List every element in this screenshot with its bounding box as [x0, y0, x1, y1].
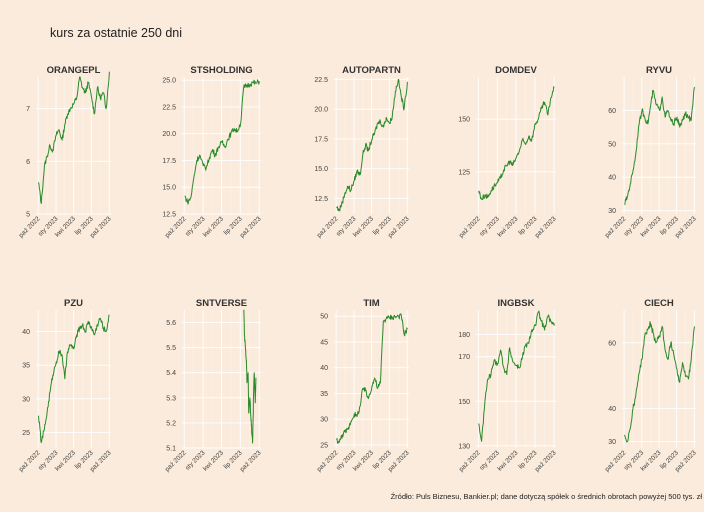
y-tick-label: 60: [608, 108, 616, 115]
panel-title: CIECH: [644, 298, 674, 309]
price-line: [336, 313, 408, 444]
y-tick-label: 5.1: [166, 446, 176, 453]
price-line: [478, 310, 555, 442]
y-tick-label: 5.4: [166, 370, 176, 377]
y-tick-label: 25.0: [162, 78, 176, 85]
panel-title: STSHOLDING: [190, 65, 252, 76]
panel-title: INGBSK: [498, 298, 535, 309]
y-tick-label: 30: [608, 439, 616, 446]
price-line: [624, 321, 695, 443]
y-tick-label: 40: [320, 365, 328, 372]
y-tick-label: 22.5: [162, 104, 176, 111]
price-line: [478, 86, 555, 201]
panel-title: AUTOPARTN: [342, 65, 401, 76]
y-tick-label: 45: [320, 339, 328, 346]
price-line: [38, 71, 110, 204]
y-tick-label: 50: [320, 314, 328, 321]
y-tick-label: 5: [26, 212, 30, 219]
y-tick-label: 30: [608, 208, 616, 215]
x-tick-label: paź 2023: [534, 215, 558, 239]
page-title: kurs za ostatnie 250 dni: [50, 26, 183, 40]
x-tick-label: paź 2022: [18, 215, 42, 239]
x-tick-label: paź 2022: [458, 215, 482, 239]
y-tick-label: 30: [320, 417, 328, 424]
x-tick-label: paź 2022: [164, 215, 188, 239]
y-tick-label: 7: [26, 106, 30, 113]
x-tick-label: paź 2022: [458, 449, 482, 473]
y-tick-label: 180: [458, 332, 470, 339]
y-tick-label: 170: [458, 354, 470, 361]
y-tick-label: 6: [26, 159, 30, 166]
y-tick-label: 15.0: [162, 185, 176, 192]
panel-title: DOMDEV: [495, 65, 537, 76]
panel-title: PZU: [64, 298, 83, 309]
x-tick-label: kwi 2023: [496, 215, 519, 238]
y-tick-label: 25: [22, 430, 30, 437]
panel-title: RYVU: [646, 65, 672, 76]
y-tick-label: 12.5: [162, 212, 176, 219]
y-tick-label: 60: [608, 340, 616, 347]
x-tick-label: paź 2022: [316, 215, 340, 239]
x-tick-label: paź 2022: [316, 449, 340, 473]
panel-title: ORANGEPL: [47, 65, 101, 76]
y-tick-label: 130: [458, 443, 470, 450]
y-tick-label: 40: [608, 175, 616, 182]
y-tick-label: 20.0: [162, 131, 176, 138]
x-tick-label: kwi 2023: [202, 215, 225, 238]
price-line: [336, 78, 408, 212]
y-tick-label: 17.5: [314, 136, 328, 143]
y-tick-label: 5.2: [166, 420, 176, 427]
y-tick-label: 20.0: [314, 107, 328, 114]
x-tick-label: paź 2022: [164, 449, 188, 473]
x-tick-label: paź 2023: [239, 449, 263, 473]
x-tick-label: paź 2023: [534, 449, 558, 473]
y-tick-label: 5.6: [166, 320, 176, 327]
y-tick-label: 5.5: [166, 345, 176, 352]
x-tick-label: kwi 2023: [202, 449, 225, 472]
y-tick-label: 150: [458, 117, 470, 124]
x-tick-label: paź 2022: [604, 215, 628, 239]
y-tick-label: 25: [320, 442, 328, 449]
price-line: [184, 79, 260, 205]
y-tick-label: 12.5: [314, 196, 328, 203]
y-tick-label: 40: [22, 329, 30, 336]
y-tick-label: 150: [458, 399, 470, 406]
y-tick-label: 50: [608, 141, 616, 148]
y-tick-label: 17.5: [162, 158, 176, 165]
price-line: [243, 309, 257, 444]
x-tick-label: paź 2022: [604, 449, 628, 473]
y-tick-label: 35: [22, 363, 30, 370]
y-tick-label: 15.0: [314, 166, 328, 173]
x-tick-label: paź 2023: [239, 215, 263, 239]
y-tick-label: 125: [458, 169, 470, 176]
y-tick-label: 40: [608, 406, 616, 413]
y-tick-label: 22.5: [314, 77, 328, 84]
panel-title: SNTVERSE: [196, 298, 247, 309]
x-tick-label: paź 2022: [18, 449, 42, 473]
panel-title: TIM: [363, 298, 379, 309]
price-line: [38, 314, 110, 444]
y-tick-label: 35: [320, 391, 328, 398]
price-line: [624, 86, 695, 205]
y-tick-label: 5.3: [166, 395, 176, 402]
y-tick-label: 30: [22, 396, 30, 403]
source-note: Źródło: Puls Biznesu, Bankier.pl; dane d…: [390, 492, 702, 501]
x-tick-label: kwi 2023: [496, 449, 519, 472]
